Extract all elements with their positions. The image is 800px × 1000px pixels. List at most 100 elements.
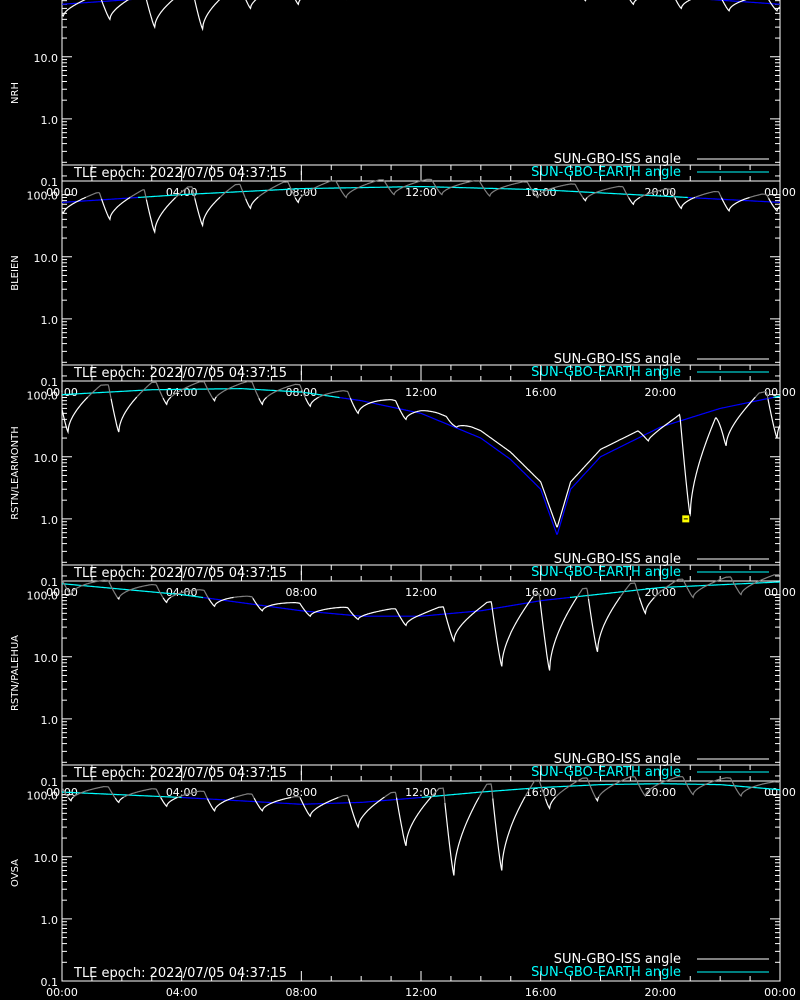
iss-angle-line [73, 785, 116, 799]
iss-angle-line [212, 396, 217, 402]
x-tick-label: 12:00 [405, 186, 437, 199]
iss-angle-line [258, 396, 268, 406]
curves [62, 574, 780, 671]
iss-angle-line [478, 783, 494, 799]
iss-angle-line [318, 390, 351, 399]
y-tick-label: 1.0 [41, 514, 59, 527]
iss-angle-line [544, 796, 557, 810]
y-axis-label: BLEIEN [10, 255, 21, 291]
x-tick-label: 20:00 [644, 386, 676, 399]
iss-angle-line [767, 398, 780, 439]
curves [62, 775, 780, 876]
iss-angle-line [349, 396, 756, 528]
curves [62, 380, 780, 535]
iss-angle-line [721, 0, 747, 12]
y-axis-label: RSTN/PALEHUA [10, 635, 21, 711]
iss-angle-line [576, 587, 590, 599]
iss-angle-line [194, 196, 221, 228]
y-tick-label: 1.0 [41, 114, 59, 127]
earth-angle-line [181, 796, 422, 805]
iss-angle-line [304, 396, 319, 408]
iss-angle-line [755, 390, 769, 400]
iss-angle-line [162, 596, 172, 604]
iss-angle-line [294, 0, 301, 6]
earth-angle-line [570, 581, 780, 599]
iss-angle-line [194, 0, 221, 32]
y-tick-label: 1.0 [41, 714, 59, 727]
iss-angle-line [170, 381, 214, 399]
iss-angle-line [175, 186, 196, 199]
iss-angle-line [62, 196, 87, 215]
x-tick-label: 20:00 [644, 786, 676, 799]
iss-angle-line [595, 796, 600, 803]
x-tick-label: 12:00 [405, 586, 437, 599]
iss-angle-line [257, 181, 296, 199]
panel-4: 100.010.01.00.100:00 04:00 08:00 12:00 16:00… [10, 764, 796, 999]
iss-angle-line [206, 796, 235, 812]
legend-earth-label: SUN-GBO-EARTH angle [531, 565, 681, 580]
legend-iss-label: SUN-GBO-ISS angle [554, 752, 681, 767]
iss-angle-line [720, 196, 750, 212]
iss-angle-line [129, 189, 147, 200]
iss-angle-line [100, 196, 131, 221]
x-tick-label: 08:00 [285, 786, 317, 799]
iss-angle-line [208, 596, 234, 608]
iss-angle-line [299, 796, 339, 818]
y-tick-label: 10.0 [34, 852, 59, 865]
iss-angle-line [245, 196, 259, 210]
y-tick-label: 0.1 [41, 176, 59, 189]
iss-angle-line [532, 592, 541, 602]
iss-angle-line [85, 192, 103, 199]
iss-angle-line [598, 775, 780, 798]
iss-angle-line [675, 0, 692, 10]
x-tick-label: 16:00 [525, 586, 557, 599]
iss-angle-line [100, 0, 130, 21]
iss-angle-line [294, 197, 302, 204]
y-tick-label: 0.1 [41, 776, 59, 789]
iss-angle-line [348, 796, 385, 829]
tle-epoch-label: TLE epoch: 2022/07/05 04:37:15 [73, 166, 287, 181]
curves [62, 178, 780, 235]
tle-epoch-label: TLE epoch: 2022/07/05 04:37:15 [73, 366, 287, 381]
y-tick-label: 100.0 [27, 590, 59, 603]
iss-angle-line [430, 787, 446, 803]
x-tick-label: 12:00 [405, 786, 437, 799]
y-axis-label: NRH [10, 82, 21, 104]
legend-earth-label: SUN-GBO-EARTH angle [531, 165, 681, 180]
earth-angle-line [62, 388, 340, 399]
iss-angle-line [252, 596, 534, 667]
panel-0: 10.01.00.100:00 04:00 08:00 12:00 16:00 20:00… [10, 0, 796, 199]
iss-angle-line [338, 794, 350, 799]
iss-angle-line [694, 191, 722, 198]
x-tick-label: 08:00 [285, 986, 317, 999]
iss-angle-line [114, 796, 124, 804]
iss-angle-line [233, 595, 254, 599]
iss-angle-line [215, 380, 260, 399]
y-tick-label: 0.1 [41, 376, 59, 389]
iss-angle-line [177, 790, 208, 799]
iss-angle-line [87, 384, 112, 399]
x-tick-label: 16:00 [525, 386, 557, 399]
iss-angle-line [395, 796, 432, 846]
y-tick-label: 100.0 [27, 390, 59, 403]
iss-angle-line [266, 383, 307, 399]
iss-angle-line [170, 589, 210, 599]
y-tick-label: 0.1 [41, 576, 59, 589]
earth-angle-line [62, 196, 138, 203]
y-axis-label: OVSA [10, 859, 21, 887]
iss-angle-line [145, 0, 174, 30]
iss-angle-line [582, 197, 588, 202]
iss-angle-line [492, 796, 526, 871]
y-tick-label: 100.0 [27, 790, 59, 803]
earth-angle-line [203, 596, 571, 617]
tle-epoch-label: TLE epoch: 2022/07/05 04:37:15 [73, 566, 287, 581]
earth-angle-line [773, 395, 780, 398]
iss-angle-line [768, 0, 780, 12]
iss-angle-line [291, 795, 301, 798]
iss-angle-line [628, 196, 641, 206]
y-tick-label: 1.0 [41, 314, 59, 327]
iss-angle-line [653, 574, 780, 599]
iss-angle-line [145, 197, 177, 235]
x-tick-label: 00:00 [46, 986, 78, 999]
tle-epoch-label: TLE epoch: 2022/07/05 04:37:15 [73, 766, 287, 781]
